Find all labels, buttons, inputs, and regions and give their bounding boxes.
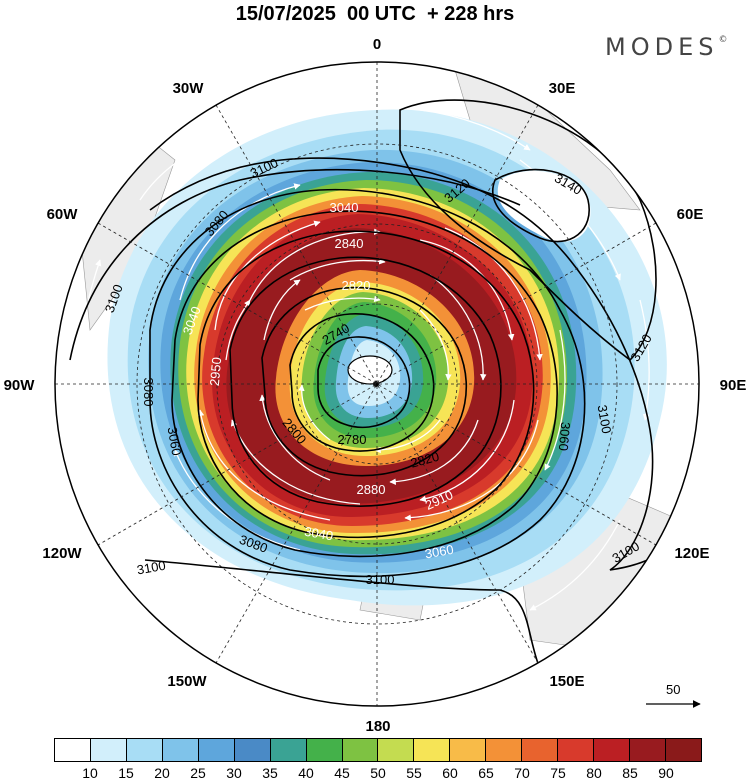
colorbar-tick-label: 65	[478, 765, 494, 781]
wind-speed-field	[55, 62, 699, 706]
colorbar-tick-label: 80	[586, 765, 602, 781]
lon-label-150w: 150W	[167, 673, 207, 690]
colorbar-tick-label: 90	[658, 765, 674, 781]
colorbar-swatch	[342, 739, 379, 761]
colorbar-swatch	[234, 739, 271, 761]
colorbar-tick-label: 10	[82, 765, 98, 781]
colorbar-tick-label: 70	[514, 765, 530, 781]
contour-label: 3060	[556, 421, 573, 451]
lon-label-90e: 90E	[720, 377, 747, 394]
colorbar-swatch	[378, 739, 415, 761]
contour-label: 3040	[303, 524, 334, 544]
map-title: 15/07/2025 00 UTC + 228 hrs	[235, 3, 515, 25]
reference-vector-label: 50	[666, 682, 681, 697]
colorbar-tick-label: 15	[118, 765, 134, 781]
colorbar-swatch	[162, 739, 199, 761]
lon-label-30e: 30E	[549, 80, 576, 97]
colorbar-tick-label: 35	[262, 765, 278, 781]
lon-label-180: 180	[365, 718, 390, 735]
colorbar-swatch	[522, 739, 559, 761]
colorbar-swatch	[450, 739, 487, 761]
contour-label: 3040	[330, 200, 359, 215]
contour-label: 2820	[409, 449, 441, 471]
graticule	[55, 62, 699, 706]
colorbar-swatch	[198, 739, 235, 761]
lon-label-0: 0	[373, 36, 381, 53]
contour-label: 3100	[595, 404, 615, 435]
contour-label: 3060	[424, 542, 455, 562]
lon-label-30w: 30W	[173, 80, 205, 97]
colorbar-swatch	[270, 739, 307, 761]
colorbar	[54, 738, 702, 762]
map-boundary	[54, 61, 700, 707]
colorbar-tick-label: 30	[226, 765, 242, 781]
contour-label: 2820	[342, 278, 371, 293]
contour-label: 2950	[207, 357, 224, 387]
lon-label-150e: 150E	[549, 673, 584, 690]
lon-label-120e: 120E	[674, 545, 709, 562]
brand-logo: MODES©	[605, 33, 727, 61]
longitude-labels: 0 30E 60E 90E 120E 150E 180 150W 120W 90…	[4, 36, 747, 735]
colorbar-tick-label: 55	[406, 765, 422, 781]
colorbar-swatch	[90, 739, 127, 761]
colorbar-tick-label: 40	[298, 765, 314, 781]
colorbar-swatch	[414, 739, 451, 761]
wind-streamlines	[79, 109, 650, 656]
colorbar-tick-label: 20	[154, 765, 170, 781]
colorbar-tick-label: 25	[190, 765, 206, 781]
colorbar-tick-label: 50	[370, 765, 386, 781]
lon-label-60e: 60E	[677, 206, 704, 223]
lon-label-120w: 120W	[42, 545, 82, 562]
contour-label: 3100	[366, 572, 395, 587]
colorbar-swatch	[558, 739, 595, 761]
colorbar-swatch	[306, 739, 343, 761]
brand-name: MODES	[605, 33, 719, 61]
contour-label: 2840	[335, 236, 364, 251]
colorbar-swatch	[55, 739, 91, 761]
lon-label-60w: 60W	[47, 206, 79, 223]
colorbar-swatch	[486, 739, 523, 761]
colorbar-tick-label: 85	[622, 765, 638, 781]
colorbar-tick-label: 75	[550, 765, 566, 781]
copyright-mark: ©	[718, 35, 728, 45]
height-contours	[69, 99, 694, 701]
contour-label: 2880	[357, 482, 386, 497]
colorbar-swatch	[126, 739, 163, 761]
colorbar-swatch	[665, 739, 701, 761]
colorbar-tick-label: 45	[334, 765, 350, 781]
colorbar-tick-label: 60	[442, 765, 458, 781]
contour-label: 2780	[338, 432, 367, 447]
colorbar-swatch	[594, 739, 630, 761]
contour-label: 3060	[165, 426, 185, 457]
lon-label-90w: 90W	[4, 377, 36, 394]
colorbar-swatch	[630, 739, 666, 761]
contour-label: 3100	[136, 558, 167, 578]
contour-label: 3080	[141, 378, 156, 407]
